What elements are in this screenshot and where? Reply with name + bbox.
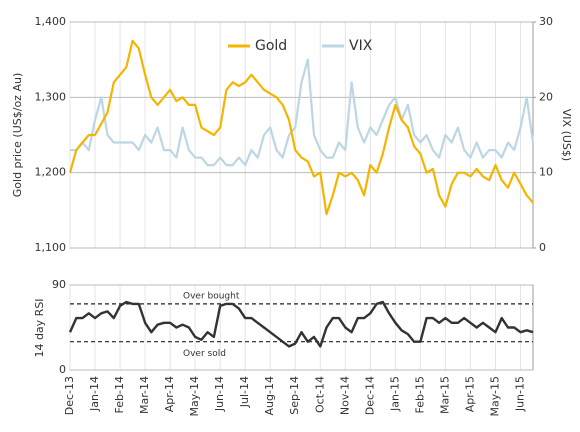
reference-label: Over sold (183, 349, 226, 359)
y2-tick-label: 0 (539, 241, 546, 254)
x-tick-label: Dec-13 (63, 376, 76, 415)
x-tick-label: May-14 (188, 376, 201, 417)
x-tick-label: Feb-14 (113, 376, 126, 413)
x-tick-label: Jan-15 (388, 376, 401, 412)
x-tick-label: Apr-14 (163, 376, 176, 412)
x-tick-label: Oct-14 (313, 376, 326, 413)
y-axis-label: Gold price (US$/oz Au) (11, 73, 24, 197)
series-line (70, 58, 535, 167)
series-line (68, 300, 534, 348)
x-tick-label: Jan-14 (88, 376, 101, 412)
x-tick-label: Feb-15 (413, 376, 426, 413)
legend-label: Gold (255, 38, 287, 54)
y-tick-label: 0 (59, 363, 66, 376)
x-tick-label: Mar-15 (438, 376, 451, 414)
x-tick-label: Nov-14 (338, 376, 351, 415)
series-line (68, 39, 534, 216)
y-tick-label: 1,300 (35, 90, 67, 103)
x-tick-label: Aug-14 (263, 376, 276, 415)
x-tick-label: Jul-14 (238, 376, 251, 408)
rsi-axis-label: 14 day RSI (33, 298, 46, 357)
y2-tick-label: 10 (539, 166, 553, 179)
legend-label: VIX (349, 38, 373, 54)
x-tick-label: Jun-15 (513, 376, 526, 412)
x-tick-label: Jun-14 (213, 376, 226, 412)
x-tick-label: Sep-14 (288, 376, 301, 415)
y2-tick-label: 30 (539, 15, 553, 28)
y-tick-label: 1,200 (35, 166, 67, 179)
plot-frame (69, 284, 534, 371)
plot-frame (69, 21, 534, 249)
x-tick-label: May-15 (488, 376, 501, 417)
y-tick-label: 1,100 (35, 241, 67, 254)
reference-label: Over bought (183, 291, 240, 301)
x-tick-label: Mar-14 (138, 376, 151, 414)
y-tick-label: 90 (52, 278, 66, 291)
x-tick-label: Apr-15 (463, 376, 476, 412)
x-tick-label: Dec-14 (363, 376, 376, 415)
y2-axis-label: VIX (US$) (560, 109, 573, 161)
y-tick-label: 1,400 (35, 15, 67, 28)
y2-tick-label: 20 (539, 90, 553, 103)
